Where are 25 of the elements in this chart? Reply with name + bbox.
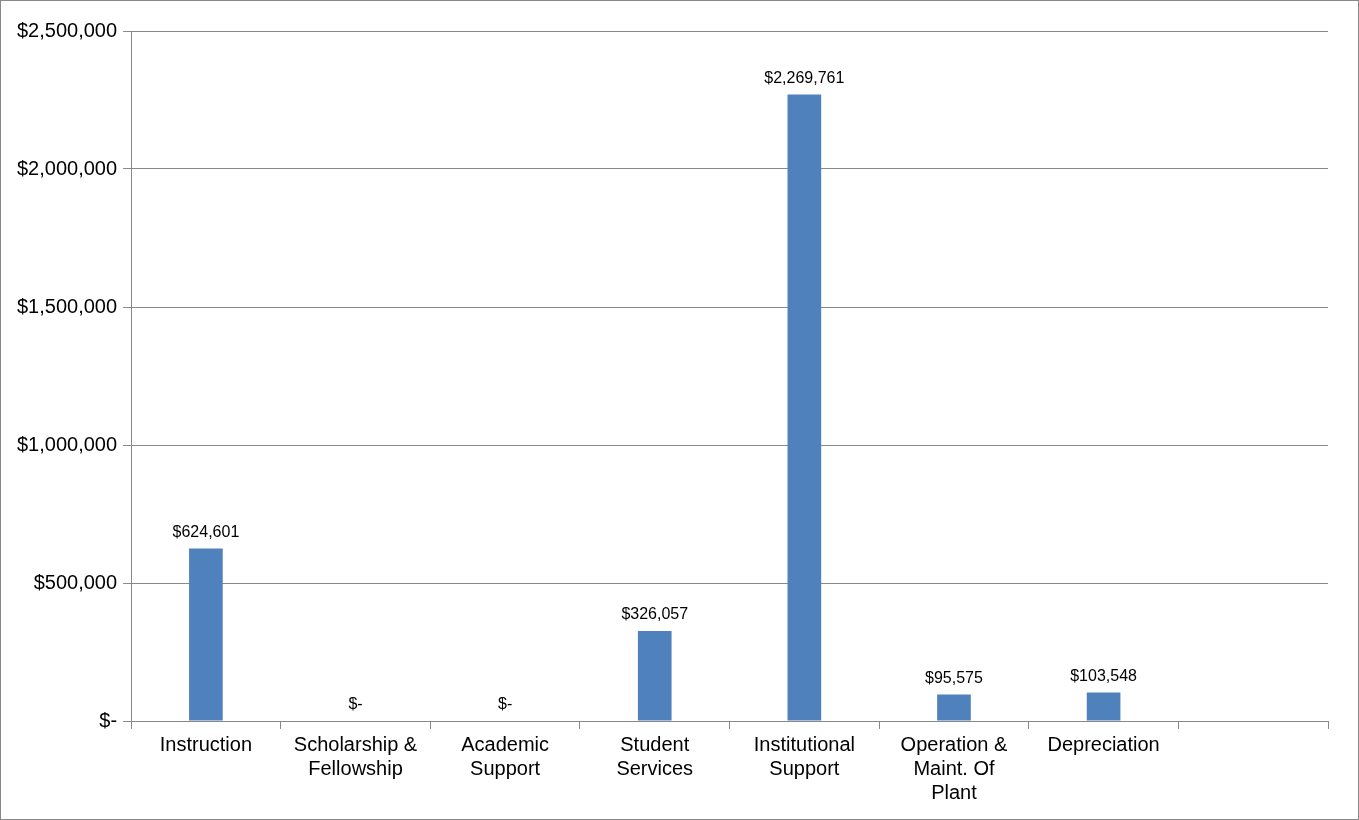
- bar: [787, 94, 822, 721]
- x-tick-label: Student Services: [616, 732, 694, 779]
- x-tick-label: Scholarship & Fellowship: [293, 732, 418, 779]
- data-label: $95,575: [925, 669, 983, 687]
- x-tick-label: Depreciation: [1047, 732, 1160, 755]
- x-tick-label: Instruction: [159, 732, 253, 755]
- bar: [1086, 692, 1121, 721]
- y-tick-label: $2,000,000: [16, 156, 118, 179]
- y-tick-label: $-: [99, 708, 118, 731]
- x-tick-label: Institutional Support: [753, 732, 855, 779]
- bar: [937, 694, 971, 721]
- data-label: $624,601: [172, 523, 240, 541]
- bar: [637, 631, 672, 721]
- data-label: $2,269,761: [764, 68, 845, 86]
- data-label: $-: [348, 695, 363, 713]
- x-tick-label: Operation & Maint. Of Plant: [900, 732, 1008, 803]
- y-tick-label: $1,000,000: [16, 432, 118, 455]
- bar: [189, 548, 223, 721]
- data-label: $326,057: [621, 605, 689, 623]
- x-tick-label: Academic Support: [461, 732, 550, 779]
- y-tick-label: $2,500,000: [16, 18, 118, 41]
- y-tick-label: $1,500,000: [16, 294, 118, 317]
- data-label: $-: [498, 695, 513, 713]
- y-tick-label: $500,000: [33, 570, 118, 593]
- data-label: $103,548: [1070, 666, 1138, 684]
